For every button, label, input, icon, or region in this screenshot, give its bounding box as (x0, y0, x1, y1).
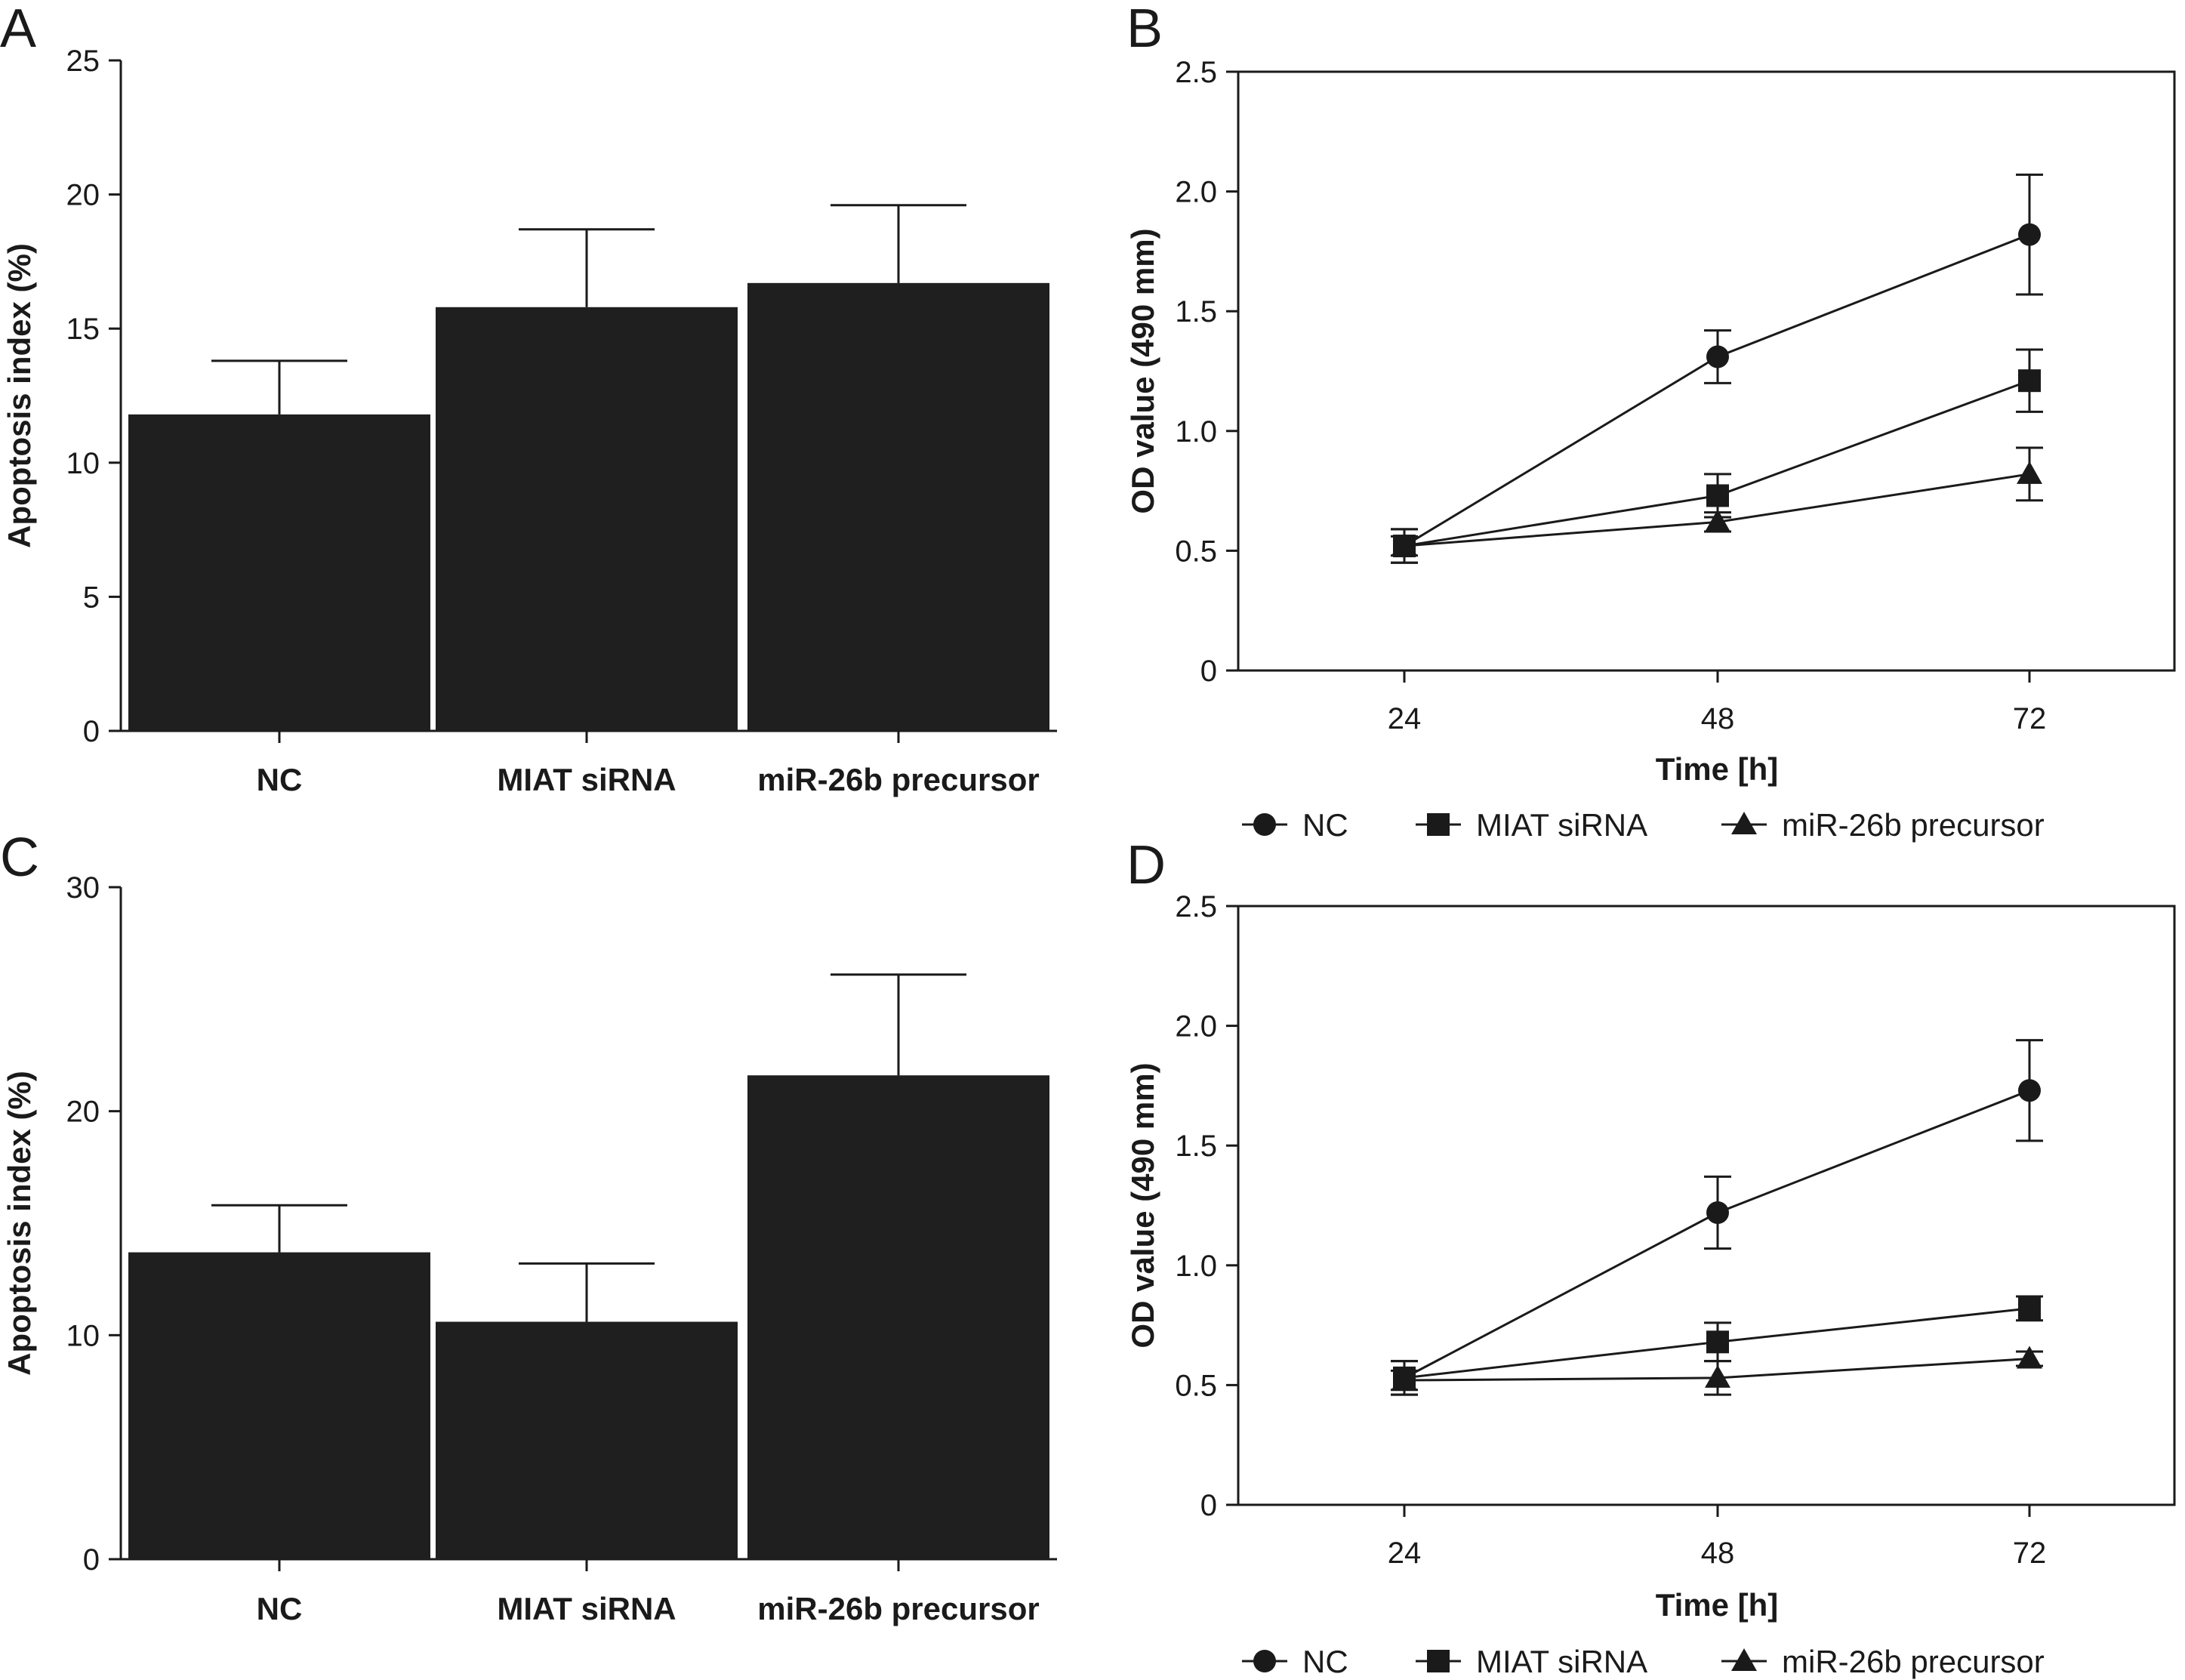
legend-label: NC (1302, 1644, 1348, 1679)
data-point (2018, 1296, 2041, 1320)
y-tick-label: 1.0 (1175, 1250, 1217, 1283)
bar (747, 282, 1049, 731)
category-label: MIAT siRNA (497, 1591, 676, 1626)
y-tick-label: 2.0 (1175, 1010, 1217, 1043)
x-tick-label: 48 (1701, 1537, 1735, 1570)
category-label: MIAT siRNA (497, 762, 676, 797)
y-tick-label: 0 (83, 715, 100, 748)
legend-marker (1427, 1650, 1450, 1672)
x-axis-title: Time [h] (1656, 751, 1779, 787)
x-tick-label: 72 (2013, 702, 2047, 735)
x-tick-label: 48 (1701, 702, 1735, 735)
panel-letter: C (0, 828, 39, 888)
y-tick-label: 0 (1200, 1489, 1217, 1522)
y-axis-title: OD value (490 mm) (1125, 228, 1160, 513)
y-tick-label: 25 (66, 45, 100, 78)
data-point (1706, 484, 1729, 507)
panel-a: A 0 5 10 15 20 25 Apoptosis index (%) NC MIAT siR… (0, 0, 1057, 797)
bar (128, 414, 430, 731)
category-label: NC (257, 1591, 303, 1626)
y-tick-label: 1.5 (1175, 1130, 1217, 1163)
data-point (1705, 1364, 1730, 1388)
data-point (1391, 1367, 1417, 1391)
data-point (2018, 1079, 2041, 1102)
legend-label: miR-26b precursor (1782, 1644, 2045, 1679)
data-point (2018, 223, 2041, 246)
y-tick-label: 15 (66, 313, 100, 346)
legend-label: MIAT siRNA (1476, 807, 1647, 843)
bar (747, 1075, 1049, 1559)
x-tick-label: 72 (2013, 1537, 2047, 1570)
panel-letter: B (1126, 0, 1163, 59)
y-axis-title: OD value (490 mm) (1125, 1062, 1160, 1348)
y-tick-label: 20 (66, 1096, 100, 1129)
legend-marker (1253, 1650, 1276, 1672)
data-point (1706, 1330, 1729, 1354)
legend-label: miR-26b precursor (1782, 807, 2045, 843)
y-tick-label: 1.0 (1175, 415, 1217, 449)
data-point (2017, 461, 2042, 484)
y-tick-label: 0.5 (1175, 535, 1217, 568)
bar (436, 307, 738, 731)
category-label: miR-26b precursor (757, 762, 1039, 797)
panel-letter: A (0, 0, 36, 59)
panel-c: C 0 10 20 30 Apoptosis index (%) NC MIAT siRNA m… (0, 828, 1057, 1626)
panel-b: B 0 0.5 1.0 1.5 2.0 2.5 OD value (490 mm) 24 48 72… (1125, 0, 2176, 843)
category-label: NC (257, 762, 303, 797)
y-tick-label: 2.0 (1175, 176, 1217, 209)
x-tick-label: 24 (1388, 702, 1422, 735)
legend-item: miR-26b precursor (1721, 1644, 2045, 1679)
y-axis-title: Apoptosis index (%) (2, 243, 37, 548)
data-point (1391, 533, 1417, 556)
series-triangle (1391, 1346, 2043, 1396)
y-tick-label: 2.5 (1175, 890, 1217, 923)
x-axis-title: Time [h] (1656, 1587, 1779, 1623)
data-point (2017, 1346, 2042, 1369)
y-tick-label: 1.5 (1175, 295, 1217, 328)
y-axis-title: Apoptosis index (%) (2, 1071, 37, 1376)
x-tick-label: 24 (1388, 1537, 1422, 1570)
panel-letter: D (1126, 835, 1166, 895)
data-point (1705, 509, 1730, 532)
category-label: miR-26b precursor (757, 1591, 1039, 1626)
legend-item: MIAT siRNA (1416, 807, 1647, 843)
data-point (1706, 345, 1729, 368)
y-tick-label: 0 (1200, 655, 1217, 688)
data-point (2018, 369, 2041, 393)
legend-item: NC (1242, 1644, 1348, 1679)
legend-marker (1731, 812, 1757, 834)
plot-frame (1237, 905, 2176, 1506)
bar (436, 1321, 738, 1559)
y-tick-label: 10 (66, 1319, 100, 1352)
panel-d: D 0 0.5 1.0 1.5 2.0 2.5 OD value (490 mm) 24 48 72… (1125, 835, 2176, 1679)
y-tick-label: 0 (83, 1543, 100, 1577)
series-triangle (1391, 446, 2043, 557)
legend-label: NC (1302, 807, 1348, 843)
legend-item: NC (1242, 807, 1348, 843)
y-tick-label: 20 (66, 179, 100, 212)
legend-label: MIAT siRNA (1476, 1644, 1647, 1679)
y-tick-label: 5 (83, 581, 100, 614)
legend-item: miR-26b precursor (1721, 807, 2045, 843)
y-tick-label: 30 (66, 871, 100, 905)
y-tick-label: 2.5 (1175, 56, 1217, 89)
data-point (1706, 1201, 1729, 1225)
y-tick-label: 0.5 (1175, 1369, 1217, 1402)
legend-marker (1731, 1648, 1757, 1671)
legend-marker (1253, 813, 1276, 836)
legend-item: MIAT siRNA (1416, 1644, 1647, 1679)
bar (128, 1252, 430, 1559)
legend-marker (1427, 813, 1450, 836)
y-tick-label: 10 (66, 447, 100, 480)
